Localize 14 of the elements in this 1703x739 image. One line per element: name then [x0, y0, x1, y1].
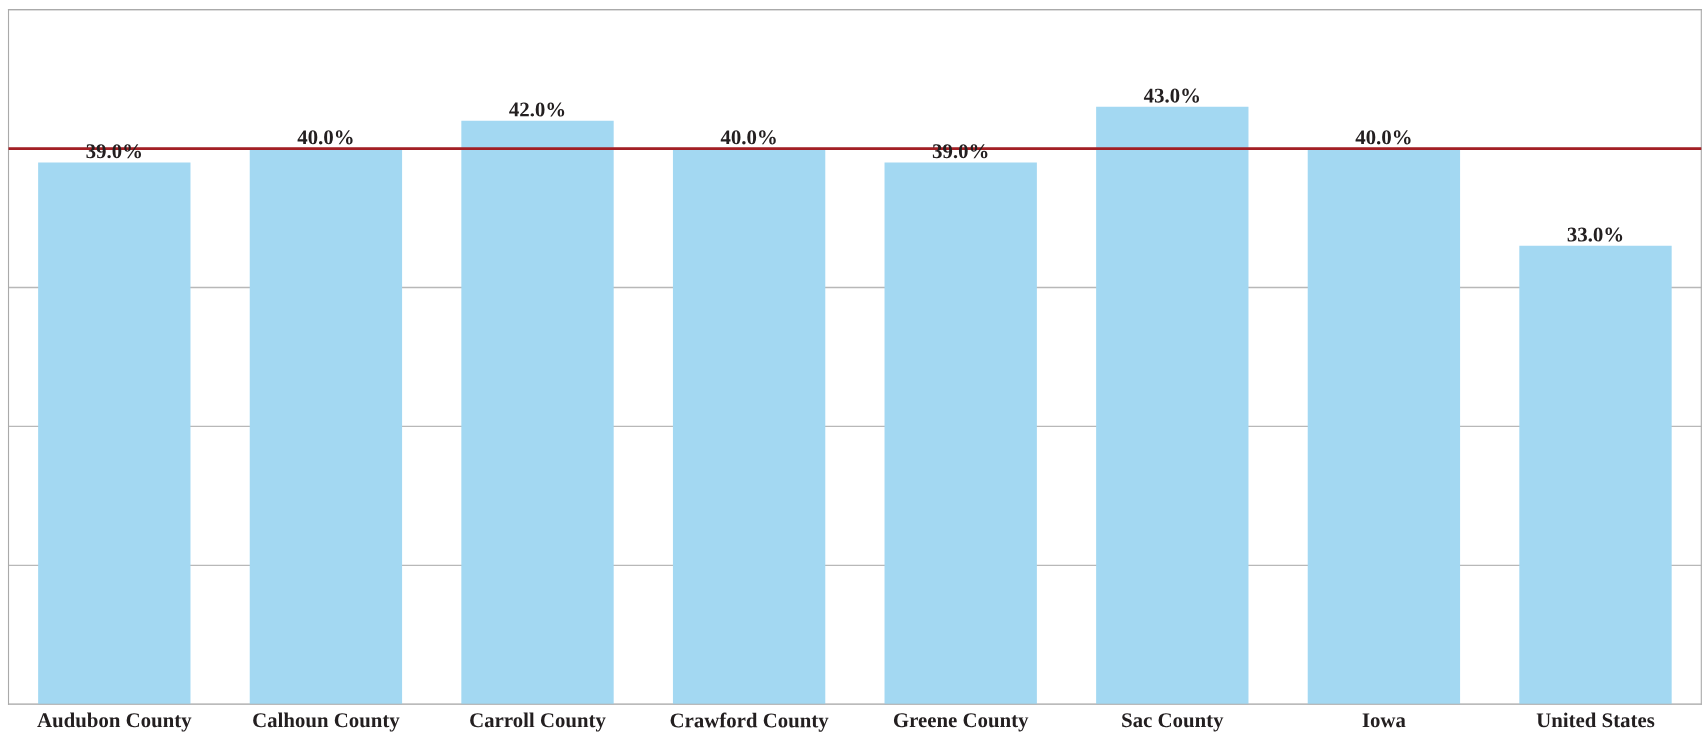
x-tick-label: Calhoun County [253, 712, 400, 732]
data-label: 42.0% [509, 102, 565, 117]
x-tick-label: Carroll County [470, 712, 606, 732]
x-tick-label: Crawford County [670, 712, 829, 732]
data-label: 43.0% [1143, 88, 1199, 103]
data-label: 40.0% [720, 130, 776, 145]
x-tick-label: Greene County [893, 713, 1029, 732]
x-tick-label: Audubon County [37, 712, 192, 732]
data-label: 40.0% [297, 130, 353, 145]
data-label: 33.0% [1567, 227, 1623, 242]
x-tick-label: Sac County [1122, 713, 1224, 732]
data-label: 40.0% [1355, 130, 1411, 145]
x-tick-label: United States [1536, 712, 1655, 728]
x-tick-label: Iowa [1362, 713, 1406, 728]
